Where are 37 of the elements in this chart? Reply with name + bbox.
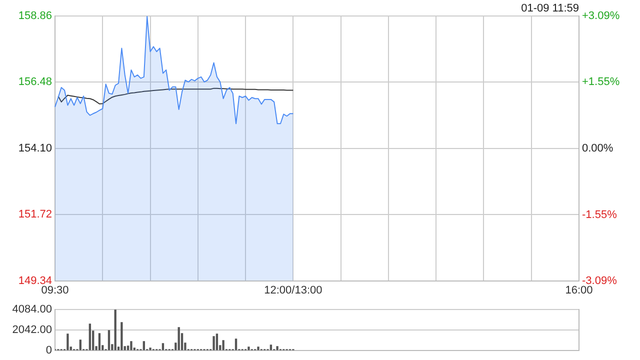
- bar: [248, 346, 250, 350]
- x-tick-label: 12:00/13:00: [264, 284, 322, 296]
- bar: [270, 344, 272, 350]
- text: 01-09 11:59: [521, 2, 579, 15]
- y2-tick-label: +3.09%: [582, 10, 620, 22]
- bar: [149, 348, 152, 350]
- y-tick-label: 2042.00: [12, 324, 52, 336]
- y-tick-label: 156.48: [18, 76, 52, 88]
- y-tick-label: 151.72: [18, 208, 52, 221]
- y-tick-label: 154.10: [18, 142, 52, 154]
- y2-tick-label: -1.55%: [582, 208, 618, 221]
- bar: [130, 341, 132, 350]
- y2-tick-label: -3.09%: [582, 274, 618, 287]
- bar: [234, 338, 238, 350]
- y-tick-label: 0: [46, 344, 52, 356]
- bar: [108, 330, 110, 350]
- bar: [178, 327, 180, 350]
- bar: [276, 346, 278, 350]
- bar: [216, 334, 218, 350]
- bar: [212, 336, 215, 350]
- bar: [66, 334, 69, 350]
- y2-tick-label: +1.55%: [582, 76, 620, 88]
- y2-tick-label: 0.00%: [582, 142, 614, 154]
- bar: [162, 343, 164, 350]
- y-tick-label: 4084.00: [12, 304, 52, 316]
- bar: [257, 346, 260, 350]
- x-tick-label: 09:30: [41, 284, 69, 296]
- bar: [79, 340, 82, 350]
- bar: [98, 333, 101, 350]
- bar: [114, 310, 116, 350]
- bar: [222, 340, 224, 350]
- y-tick-label: 149.34: [18, 274, 52, 287]
- bar: [120, 322, 123, 350]
- y-tick-label: 158.86: [18, 10, 52, 22]
- x-tick-label: 16:00: [565, 284, 593, 296]
- bar: [142, 341, 145, 350]
- bar: [88, 324, 92, 350]
